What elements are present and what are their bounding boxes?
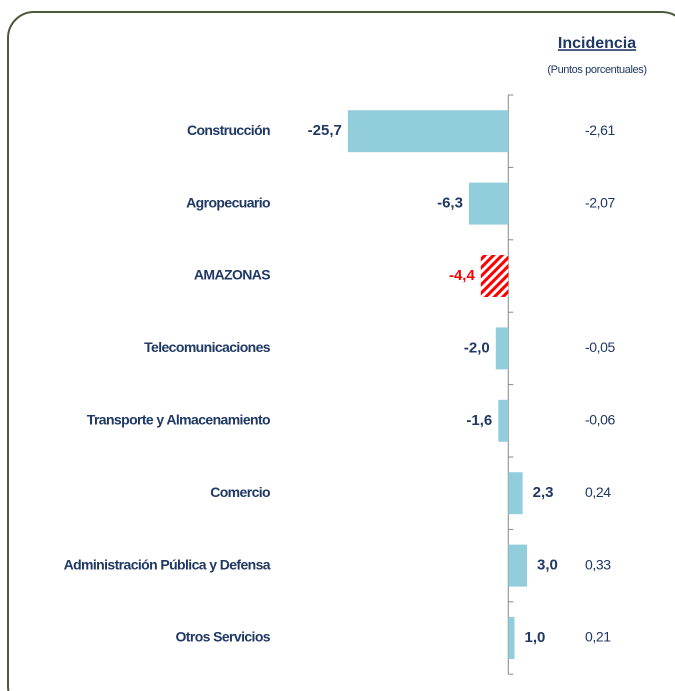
category-label: Otros Servicios	[176, 629, 271, 645]
category-label: Administración Pública y Defensa	[64, 556, 271, 572]
category-label: Transporte y Almacenamiento	[87, 412, 270, 428]
value-label: -6,3	[437, 195, 463, 212]
bar	[468, 182, 509, 225]
incidence-label: 0,21	[585, 629, 611, 645]
bar	[480, 255, 509, 297]
value-label: 1,0	[525, 629, 546, 646]
incidence-label: -2,61	[585, 122, 616, 138]
incidence-label: -2,07	[585, 194, 616, 210]
incidence-subtitle: (Puntos porcentuales)	[547, 64, 646, 76]
bar	[508, 472, 523, 515]
frame	[7, 11, 675, 691]
incidence-title: Incidencia	[558, 35, 636, 52]
value-label: 2,3	[533, 484, 554, 501]
bar	[508, 544, 527, 587]
incidence-label: -0,05	[585, 339, 616, 355]
incidence-label: 0,33	[585, 556, 611, 572]
incidence-label: 0,24	[585, 484, 611, 500]
value-label: -25,7	[308, 122, 342, 139]
bar	[508, 617, 515, 659]
bar	[347, 110, 509, 153]
category-label: AMAZONAS	[194, 267, 270, 283]
category-label: Construcción	[187, 122, 270, 138]
bar	[498, 399, 509, 442]
incidence-label: -0,06	[585, 412, 616, 428]
category-label: Telecomunicaciones	[144, 339, 271, 355]
value-label: -1,6	[466, 412, 492, 429]
bar	[495, 327, 509, 370]
category-label: Agropecuario	[186, 194, 270, 210]
value-label: -4,4	[449, 267, 476, 284]
value-label: 3,0	[537, 557, 558, 574]
value-label: -2,0	[464, 339, 490, 356]
category-label: Comercio	[210, 484, 270, 500]
